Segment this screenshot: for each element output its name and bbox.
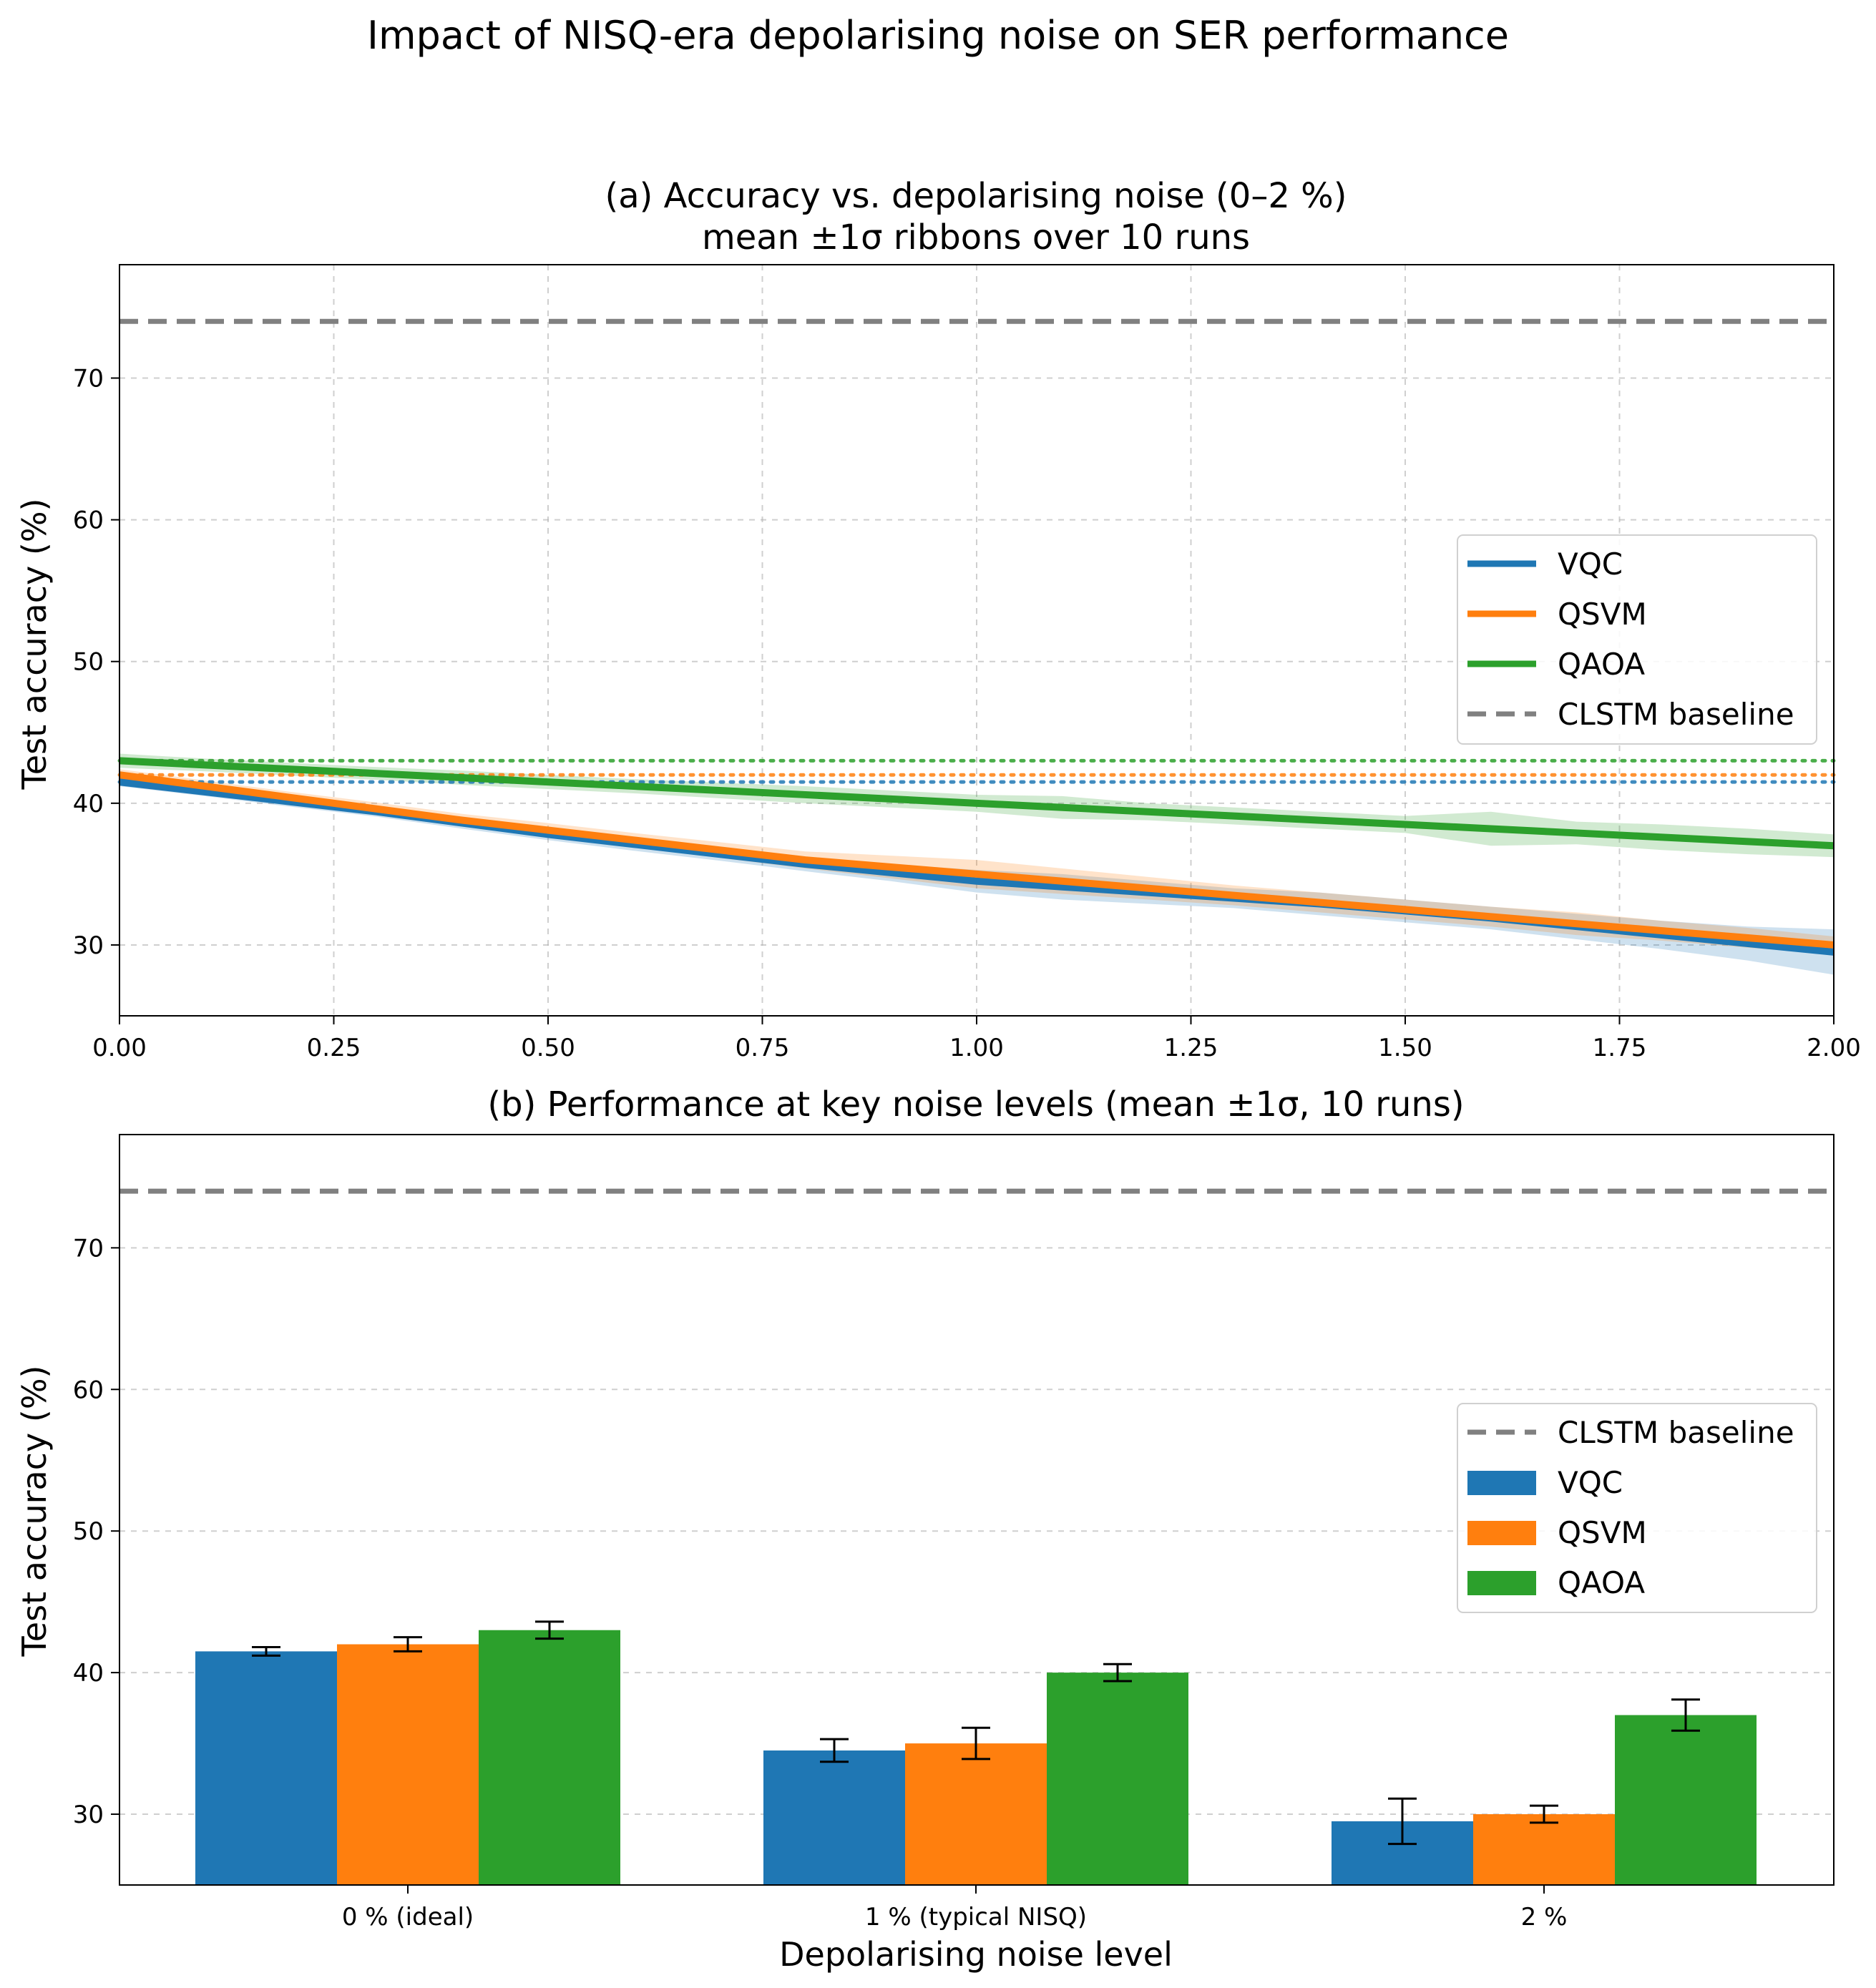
panel-b-y-tick-label: 70: [73, 1234, 104, 1263]
panel-b-y-tick-label: 50: [73, 1517, 104, 1546]
panel-b-legend-label: CLSTM baseline: [1558, 1415, 1794, 1450]
panel-a: (a) Accuracy vs. depolarising noise (0–2…: [15, 176, 1861, 1062]
panel-b-legend-swatch: [1467, 1571, 1536, 1595]
panel-b-legend-label: QSVM: [1558, 1515, 1647, 1550]
bar-qaoa: [1615, 1715, 1757, 1885]
panel-b-x-tick-label: 0 % (ideal): [342, 1903, 474, 1931]
figure-suptitle: Impact of NISQ-era depolarising noise on…: [367, 13, 1509, 58]
panel-b-plot-area: 30 40 50 60 70 0 % (ideal) 1 % (typical NISQ) 2…: [73, 1134, 1835, 1931]
panel-a-legend-box: [1457, 534, 1817, 745]
bar-qaoa: [479, 1630, 620, 1885]
panel-b-y-tick-label: 30: [73, 1801, 104, 1829]
panel-a-x-tick-label: 1.25: [1164, 1034, 1218, 1062]
panel-b-legend-label: VQC: [1558, 1465, 1623, 1500]
panel-b-legend-swatch: [1467, 1521, 1536, 1545]
panel-a-ylabel: Test accuracy (%): [15, 499, 54, 790]
panel-a-x-tick-label: 1.00: [949, 1034, 1004, 1062]
panel-b-y-tick-label: 40: [73, 1659, 104, 1688]
panel-a-legend-label: CLSTM baseline: [1558, 697, 1794, 732]
panel-a-x-tick-label: 0.00: [92, 1034, 147, 1062]
bar-qsvm: [337, 1644, 479, 1885]
panel-a-legend-label: VQC: [1558, 547, 1623, 582]
panel-a-plot-area: 0.00 0.25 0.50 0.75 1.00 1.25 1.50 1.75 2.00 30 40…: [73, 264, 1861, 1062]
panel-b-legend-label: QAOA: [1558, 1565, 1645, 1600]
panel-a-x-tick-label: 2.00: [1807, 1034, 1861, 1062]
panel-b-x-tick-label: 1 % (typical NISQ): [865, 1903, 1087, 1931]
panel-a-y-tick-label: 60: [73, 506, 104, 535]
panel-a-y-tick-label: 50: [73, 648, 104, 677]
panel-b-ylabel: Test accuracy (%): [15, 1366, 54, 1658]
panel-b-frame: [119, 1134, 1835, 1886]
panel-b: (b) Performance at key noise levels (mea…: [15, 1084, 1835, 1974]
panel-a-x-tick-label: 1.50: [1378, 1034, 1432, 1062]
bar-vqc: [195, 1651, 337, 1885]
panel-a-x-tick-label: 0.75: [736, 1034, 790, 1062]
panel-b-x-tick-label: 2 %: [1521, 1903, 1568, 1931]
panel-a-x-tick-label: 0.50: [521, 1034, 575, 1062]
panel-a-title-line1: (a) Accuracy vs. depolarising noise (0–2…: [605, 176, 1347, 216]
panel-a-legend-label: QAOA: [1558, 647, 1645, 682]
panel-b-legend-box: [1457, 1403, 1817, 1613]
panel-b-y-tick-label: 60: [73, 1376, 104, 1404]
bar-qaoa: [1047, 1673, 1188, 1885]
panel-b-legend-swatch: [1467, 1471, 1536, 1495]
bar-qsvm: [1473, 1814, 1615, 1885]
panel-a-title-line2: mean ±1σ ribbons over 10 runs: [702, 217, 1250, 258]
panel-a-y-tick-label: 40: [73, 790, 104, 818]
panel-a-x-tick-label: 0.25: [307, 1034, 361, 1062]
panel-a-frame: [119, 264, 1835, 1017]
series-line-qaoa: [119, 757, 1835, 850]
panel-a-y-tick-label: 30: [73, 931, 104, 960]
panel-a-y-tick-label: 70: [73, 364, 104, 393]
bar-qsvm: [905, 1743, 1047, 1885]
panel-b-xlabel: Depolarising noise level: [779, 1935, 1173, 1974]
panel-b-title: (b) Performance at key noise levels (mea…: [487, 1084, 1464, 1125]
series-line-qsvm: [119, 771, 1835, 949]
bar-vqc: [763, 1750, 905, 1885]
panel-a-x-tick-label: 1.75: [1593, 1034, 1647, 1062]
panel-a-legend-label: QSVM: [1558, 597, 1647, 632]
